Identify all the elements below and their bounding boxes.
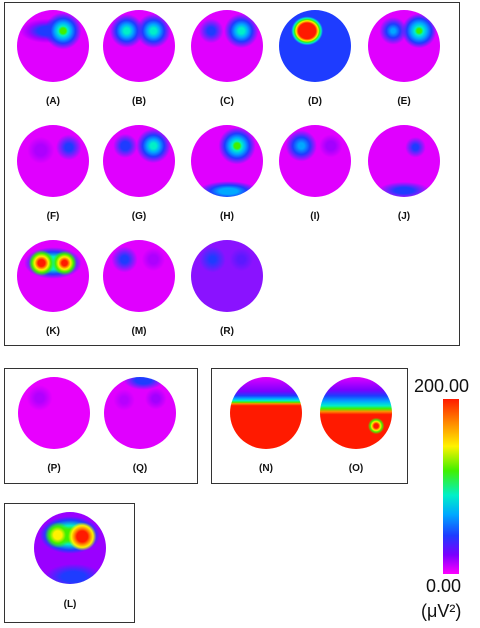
topomap-F [17,125,89,197]
map-label-P: (P) [34,463,74,474]
topomap-A [17,10,89,82]
map-label-J: (J) [384,211,424,222]
topomap-P [18,377,90,449]
map-label-G: (G) [119,211,159,222]
topomap-D [279,10,351,82]
topomap-H [191,125,263,197]
map-label-D: (D) [295,96,335,107]
map-label-N: (N) [246,463,286,474]
map-label-E: (E) [384,96,424,107]
topomap-L [34,512,106,584]
topomap-I [279,125,351,197]
map-label-H: (H) [207,211,247,222]
topomap-Q [104,377,176,449]
map-label-Q: (Q) [120,463,160,474]
map-label-A: (A) [33,96,73,107]
map-label-I: (I) [295,211,335,222]
map-label-L: (L) [50,599,90,610]
map-label-F: (F) [33,211,73,222]
map-label-M: (M) [119,326,159,337]
topomap-C [191,10,263,82]
topomap-N [230,377,302,449]
topomap-G [103,125,175,197]
topomap-J [368,125,440,197]
map-label-R: (R) [207,326,247,337]
topomap-R [191,240,263,312]
map-label-K: (K) [33,326,73,337]
colorbar-min-label: 0.00 [426,576,461,597]
colorbar-unit-label: (μV²) [421,601,461,622]
map-label-C: (C) [207,96,247,107]
topomap-O [320,377,392,449]
map-label-B: (B) [119,96,159,107]
topomap-E [368,10,440,82]
colorbar-max-label: 200.00 [414,376,469,397]
colorbar [443,399,459,574]
topomap-M [103,240,175,312]
topomap-K [17,240,89,312]
map-label-O: (O) [336,463,376,474]
topomap-B [103,10,175,82]
